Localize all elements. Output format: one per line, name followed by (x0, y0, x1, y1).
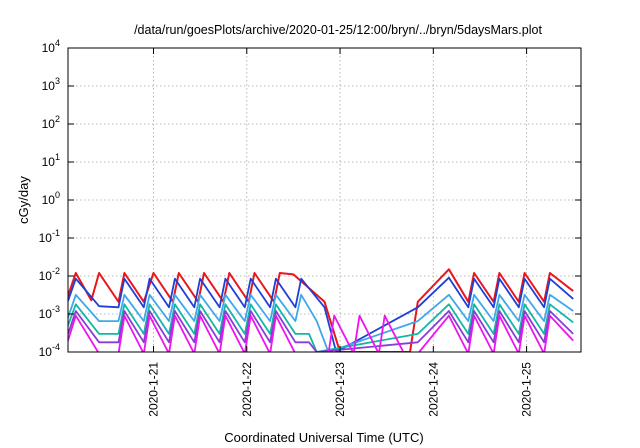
y-tick-label: 10-1 (39, 228, 60, 245)
y-tick-label: 104 (42, 38, 60, 55)
series-line (68, 293, 574, 352)
y-tick-exponent: 2 (55, 114, 60, 124)
y-tick-label: 10-2 (39, 266, 60, 283)
y-tick-exponent: 1 (55, 152, 60, 162)
y-tick-base: 10 (42, 193, 56, 207)
series-line (68, 310, 574, 352)
y-tick-label: 10-4 (39, 342, 60, 359)
y-tick-exponent: -1 (52, 228, 60, 238)
y-tick-base: 10 (42, 155, 56, 169)
y-tick-label: 10-3 (39, 304, 60, 321)
y-tick-label: 103 (42, 76, 60, 93)
x-tick-label: 2020-1-23 (333, 362, 347, 417)
chart-title: /data/run/goesPlots/archive/2020-01-25/1… (134, 23, 542, 37)
y-tick-exponent: 0 (55, 190, 60, 200)
y-tick-exponent: 3 (55, 76, 60, 86)
y-tick-exponent: 4 (55, 38, 60, 48)
y-tick-exponent: -2 (52, 266, 60, 276)
y-tick-label: 102 (42, 114, 60, 131)
y-tick-base: 10 (42, 79, 56, 93)
series-line (68, 276, 574, 352)
y-tick-base: 10 (42, 41, 56, 55)
series-layer (68, 268, 574, 352)
x-axis-label: Coordinated Universal Time (UTC) (224, 430, 423, 445)
x-tick-label: 2020-1-25 (520, 362, 534, 417)
x-tick-label: 2020-1-21 (147, 362, 161, 417)
series-line (68, 314, 574, 352)
y-tick-base: 10 (42, 117, 56, 131)
y-tick-base: 10 (39, 345, 53, 359)
y-tick-base: 10 (39, 307, 53, 321)
x-tick-label: 2020-1-22 (240, 362, 254, 417)
x-tick-label: 2020-1-24 (426, 362, 440, 417)
y-axis-label: cGy/day (16, 176, 31, 224)
y-tick-label: 100 (42, 190, 60, 207)
y-tick-exponent: -4 (52, 342, 60, 352)
ticks: 10-410-310-210-11001011021031042020-1-21… (39, 38, 581, 417)
y-tick-base: 10 (39, 231, 53, 245)
y-tick-exponent: -3 (52, 304, 60, 314)
y-tick-label: 101 (42, 152, 60, 169)
series-line (68, 303, 574, 352)
y-tick-base: 10 (39, 269, 53, 283)
